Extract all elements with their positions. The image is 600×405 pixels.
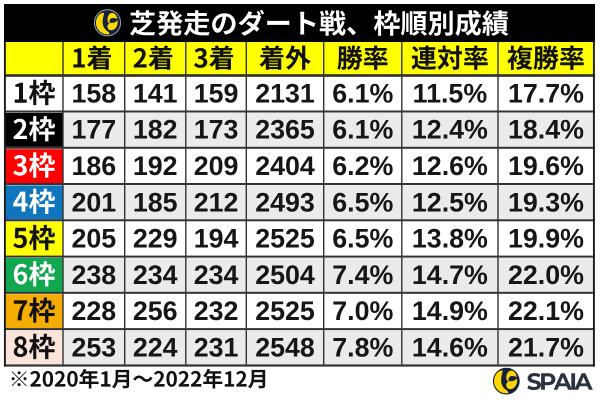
svg-text:2525: 2525: [255, 224, 315, 254]
svg-text:182: 182: [133, 115, 178, 145]
svg-text:238: 238: [71, 260, 116, 290]
svg-text:212: 212: [194, 187, 239, 217]
svg-text:11.5%: 11.5%: [413, 78, 488, 108]
svg-text:228: 228: [71, 296, 116, 326]
svg-text:2525: 2525: [255, 296, 315, 326]
svg-text:205: 205: [71, 224, 116, 254]
svg-text:159: 159: [194, 78, 239, 108]
svg-text:229: 229: [133, 224, 178, 254]
svg-text:12.5%: 12.5%: [412, 187, 488, 217]
svg-text:177: 177: [71, 115, 116, 145]
svg-text:2493: 2493: [255, 187, 315, 217]
svg-text:231: 231: [194, 332, 239, 362]
svg-text:6.1%: 6.1%: [332, 78, 393, 108]
svg-text:6.5%: 6.5%: [332, 187, 393, 217]
svg-text:19.9%: 19.9%: [508, 224, 584, 254]
svg-text:7.4%: 7.4%: [332, 260, 393, 290]
svg-text:2404: 2404: [255, 151, 315, 181]
svg-text:2548: 2548: [255, 332, 315, 362]
svg-text:209: 209: [194, 151, 239, 181]
svg-text:14.9%: 14.9%: [412, 296, 488, 326]
svg-text:232: 232: [194, 296, 239, 326]
svg-text:22.1%: 22.1%: [508, 296, 584, 326]
svg-text:17.7%: 17.7%: [508, 78, 584, 108]
svg-text:19.3%: 19.3%: [508, 187, 584, 217]
svg-text:14.7%: 14.7%: [412, 260, 488, 290]
svg-text:192: 192: [133, 151, 178, 181]
svg-text:2131: 2131: [255, 78, 315, 108]
svg-text:18.4%: 18.4%: [508, 115, 584, 145]
svg-text:141: 141: [133, 78, 178, 108]
svg-text:173: 173: [194, 115, 239, 145]
svg-text:253: 253: [71, 332, 116, 362]
svg-text:22.0%: 22.0%: [508, 260, 584, 290]
svg-text:186: 186: [71, 151, 116, 181]
svg-text:201: 201: [71, 187, 116, 217]
svg-text:224: 224: [133, 332, 178, 362]
svg-text:185: 185: [133, 187, 178, 217]
svg-text:234: 234: [194, 260, 239, 290]
svg-text:2504: 2504: [255, 260, 315, 290]
svg-text:6.5%: 6.5%: [332, 224, 393, 254]
svg-text:12.6%: 12.6%: [412, 151, 488, 181]
svg-text:12.4%: 12.4%: [412, 115, 488, 145]
svg-text:2365: 2365: [255, 115, 315, 145]
svg-text:158: 158: [71, 78, 116, 108]
svg-text:194: 194: [194, 224, 239, 254]
svg-text:7.8%: 7.8%: [332, 332, 393, 362]
svg-text:256: 256: [133, 296, 178, 326]
svg-text:6.2%: 6.2%: [332, 151, 393, 181]
svg-text:21.7%: 21.7%: [508, 332, 584, 362]
svg-text:234: 234: [133, 260, 178, 290]
svg-text:14.6%: 14.6%: [412, 332, 488, 362]
svg-text:7.0%: 7.0%: [332, 296, 393, 326]
svg-text:13.8%: 13.8%: [412, 224, 488, 254]
svg-text:6.1%: 6.1%: [332, 115, 393, 145]
svg-text:19.6%: 19.6%: [508, 151, 584, 181]
